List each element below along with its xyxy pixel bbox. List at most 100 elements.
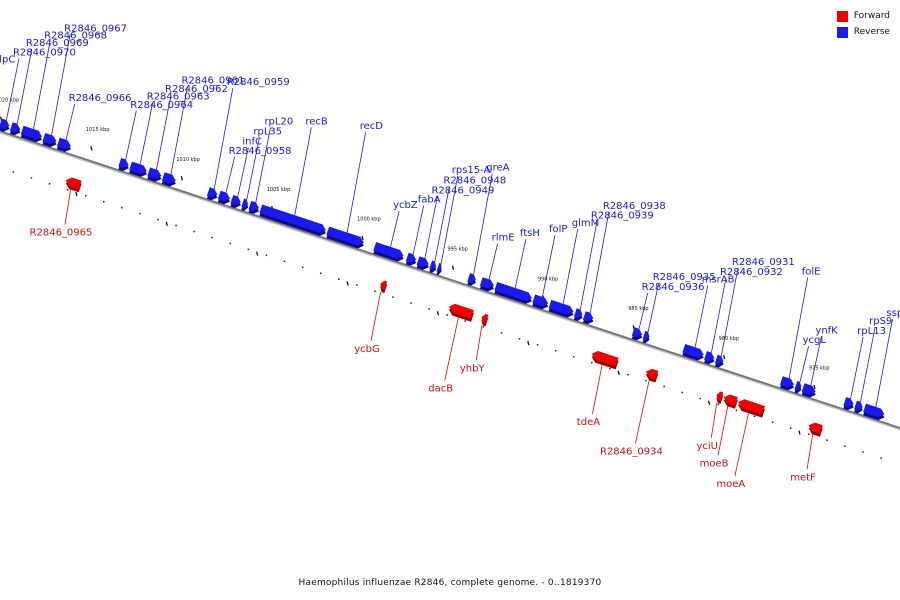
gene-arrow-R2846_0967 — [42, 133, 57, 145]
gene-tdeA[interactable] — [591, 351, 619, 370]
gene-arrow-fabA — [405, 252, 417, 263]
gene-glmM[interactable] — [548, 299, 574, 318]
gene-yhbY[interactable] — [481, 314, 489, 327]
leader-greA — [473, 173, 493, 275]
gene-rps15-A[interactable] — [436, 262, 442, 276]
gene-folP[interactable] — [532, 294, 549, 310]
tick-mark-1010 — [180, 176, 183, 181]
gene-arrow-glmM — [548, 299, 574, 315]
gene-R2846_0969[interactable] — [9, 122, 21, 136]
gene-R2846_0932[interactable] — [704, 351, 715, 365]
gene-arrow-R2846_0964 — [118, 158, 129, 168]
minor-tick — [609, 367, 611, 370]
gene-R2846_0939[interactable] — [573, 308, 583, 321]
gene-label-R2846_0962: R2846_0962 — [165, 84, 228, 95]
legend-label-reverse: Reverse — [853, 27, 890, 37]
leader-R2846_0967 — [51, 34, 71, 136]
tick-mark-lower-1015 — [75, 191, 78, 197]
minor-tick — [518, 338, 521, 340]
gene-greA[interactable] — [467, 273, 476, 286]
gene-R2846_0959[interactable] — [206, 187, 218, 201]
leader-dacB — [444, 317, 459, 381]
gene-labels: ihfAnlpCR2846_0970R2846_0969R2846_0968R2… — [0, 23, 900, 490]
gene-rpL35[interactable] — [241, 198, 249, 212]
minor-tick — [121, 206, 123, 209]
tick-mark-lower-1000 — [346, 281, 349, 286]
gene-infC[interactable] — [230, 195, 241, 208]
gene-R2846_0948[interactable] — [429, 260, 437, 274]
legend-item-reverse: Reverse — [836, 24, 890, 40]
gene-rpL20[interactable] — [248, 200, 260, 214]
gene-arrow-R2846_0949 — [416, 256, 429, 267]
gene-ycbZ[interactable] — [373, 242, 404, 262]
gene-ynfK[interactable] — [801, 383, 816, 398]
gene-label-R2846_0936: R2846_0936 — [642, 282, 705, 293]
tick-label-1015: 1015 kbp — [86, 127, 110, 133]
gene-R2846_0964[interactable] — [118, 158, 129, 171]
gene-metF[interactable] — [808, 422, 823, 437]
gene-arrow-R2846_0966 — [56, 137, 71, 149]
gene-R2846_0931[interactable] — [714, 354, 724, 368]
leader-yciU — [710, 402, 718, 438]
gene-label-R2846_0939: R2846_0939 — [591, 211, 654, 222]
gene-ycbG[interactable] — [380, 280, 388, 293]
gene-R2846_0963[interactable] — [129, 161, 147, 177]
tick-mark-995 — [451, 265, 455, 270]
gene-rpL13[interactable] — [843, 397, 854, 411]
leader-R2846_0949 — [424, 196, 438, 259]
leader-R2846_0962 — [156, 94, 172, 170]
minor-tick — [482, 326, 485, 328]
gene-rpS9[interactable] — [854, 400, 863, 414]
gene-R2846_0962[interactable] — [147, 167, 162, 182]
minor-tick — [500, 332, 503, 334]
leader-R2846_0958 — [225, 156, 236, 193]
gene-recD[interactable] — [326, 226, 364, 249]
gene-dacB[interactable] — [449, 303, 474, 322]
minor-tick — [12, 171, 15, 173]
gene-msrAB[interactable] — [682, 344, 704, 361]
minor-tick — [410, 302, 412, 304]
gene-arrow-sspA — [863, 403, 885, 418]
leader-R2846_0934 — [635, 380, 650, 444]
gene-R2846_0967[interactable] — [42, 133, 57, 148]
minor-tick — [446, 314, 448, 316]
gene-arrow-R2846_0936 — [631, 327, 643, 338]
gene-ftsH[interactable] — [494, 282, 532, 304]
gene-recB[interactable] — [259, 204, 326, 236]
gene-R2846_0961[interactable] — [161, 172, 176, 187]
gene-label-moeB: moeB — [700, 458, 729, 469]
gene-R2846_0966[interactable] — [56, 137, 71, 152]
gene-R2846_0958[interactable] — [217, 190, 230, 205]
leader-rps15-A — [440, 175, 459, 264]
gene-R2846_0949[interactable] — [416, 256, 429, 270]
gene-R2846_0935[interactable] — [642, 330, 650, 344]
gene-moeA[interactable] — [738, 399, 765, 418]
gene-arrow-R2846_0963 — [129, 161, 147, 174]
gene-R2846_0938[interactable] — [582, 311, 594, 325]
gene-R2846_0934[interactable] — [646, 368, 659, 383]
gene-folE[interactable] — [780, 376, 794, 391]
gene-label-R2846_0958: R2846_0958 — [229, 146, 292, 157]
minor-tick — [808, 433, 810, 435]
gene-ycgL[interactable] — [794, 381, 802, 394]
gene-label-tdeA: tdeA — [577, 417, 600, 428]
gene-rlmE[interactable] — [479, 277, 494, 292]
leader-R2846_0963 — [139, 102, 154, 165]
gene-yciU[interactable] — [716, 391, 724, 404]
leader-folP — [541, 235, 556, 297]
gene-R2846_0968[interactable] — [20, 125, 42, 143]
gene-label-ynfK: ynfK — [815, 326, 838, 337]
gene-label-R2846_0938: R2846_0938 — [603, 201, 666, 212]
gene-R2846_0970[interactable] — [0, 118, 10, 132]
leader-R2846_0970 — [6, 58, 20, 121]
legend-label-forward: Forward — [853, 11, 890, 21]
gene-arrow-R2846_0932 — [704, 351, 715, 362]
legend-swatch-reverse — [836, 26, 848, 38]
gene-moeB[interactable] — [723, 394, 738, 409]
minor-tick — [338, 278, 340, 280]
leader-rpS9 — [860, 327, 876, 402]
gene-sspA[interactable] — [863, 403, 885, 421]
gene-fabA[interactable] — [405, 252, 417, 266]
gene-R2846_0936[interactable] — [631, 327, 643, 341]
gene-R2846_0965[interactable] — [65, 177, 82, 193]
